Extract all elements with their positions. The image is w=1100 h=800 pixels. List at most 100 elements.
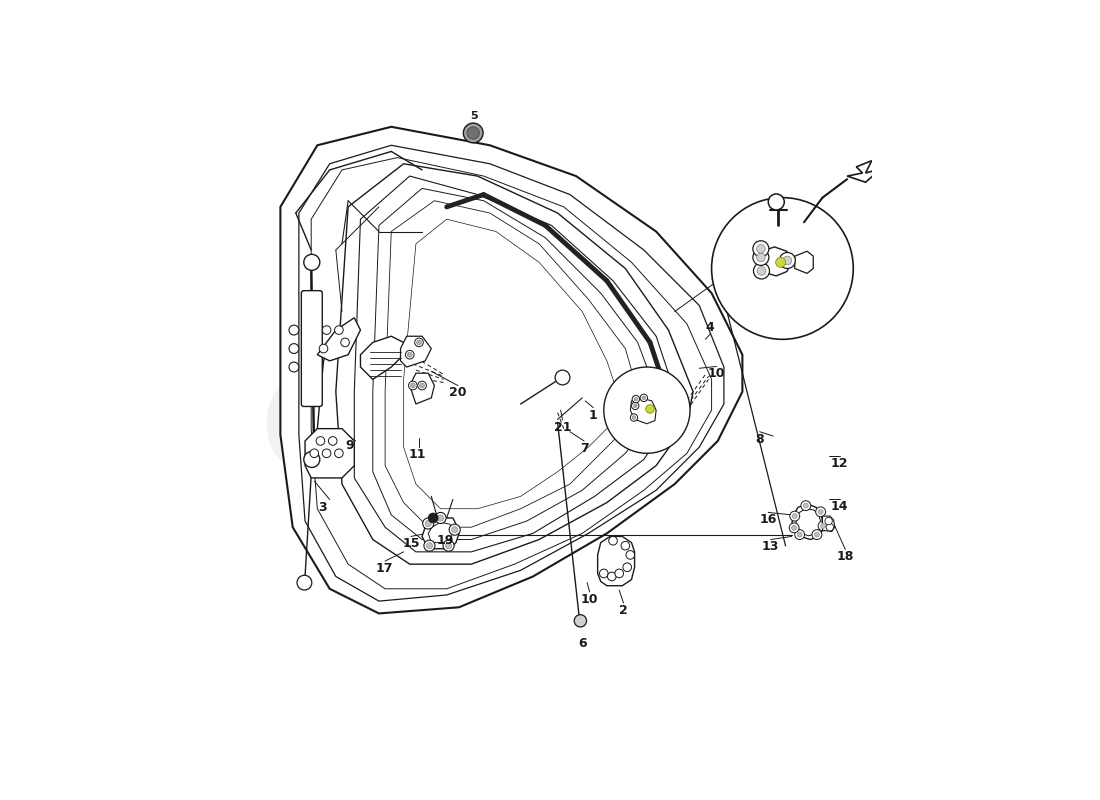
Circle shape <box>608 537 617 545</box>
Polygon shape <box>794 251 813 274</box>
Circle shape <box>341 338 350 346</box>
Circle shape <box>623 563 631 571</box>
Text: 17: 17 <box>375 562 393 575</box>
Circle shape <box>297 575 311 590</box>
Circle shape <box>289 362 299 372</box>
Polygon shape <box>847 161 881 182</box>
Polygon shape <box>422 518 459 549</box>
Polygon shape <box>792 504 824 539</box>
Circle shape <box>556 370 570 385</box>
Circle shape <box>446 542 452 549</box>
Circle shape <box>752 250 769 266</box>
Circle shape <box>712 198 854 339</box>
Circle shape <box>334 326 343 334</box>
Circle shape <box>632 416 636 419</box>
Circle shape <box>463 123 483 143</box>
Circle shape <box>428 513 438 523</box>
Circle shape <box>816 507 825 517</box>
Circle shape <box>801 501 811 510</box>
Polygon shape <box>305 429 354 478</box>
Text: 2: 2 <box>619 604 628 617</box>
Text: 11: 11 <box>408 448 426 461</box>
Polygon shape <box>823 516 835 531</box>
Circle shape <box>419 383 425 388</box>
Circle shape <box>418 382 427 390</box>
Circle shape <box>826 523 834 531</box>
Circle shape <box>304 451 320 467</box>
Circle shape <box>438 515 443 521</box>
Circle shape <box>789 523 799 533</box>
Circle shape <box>621 542 629 550</box>
Circle shape <box>790 511 800 521</box>
Circle shape <box>757 266 766 275</box>
Circle shape <box>443 540 454 551</box>
Circle shape <box>289 344 299 354</box>
Text: 9: 9 <box>345 439 354 452</box>
Circle shape <box>410 383 416 388</box>
Circle shape <box>783 256 792 265</box>
Circle shape <box>646 405 654 414</box>
Text: 20: 20 <box>449 386 466 399</box>
Circle shape <box>634 398 638 401</box>
Circle shape <box>434 513 447 523</box>
Circle shape <box>798 532 802 537</box>
Text: 8: 8 <box>756 433 764 446</box>
Circle shape <box>812 530 822 539</box>
Circle shape <box>776 258 785 267</box>
Circle shape <box>319 344 328 353</box>
Circle shape <box>417 340 421 345</box>
FancyBboxPatch shape <box>301 290 322 406</box>
Text: 5: 5 <box>470 110 477 121</box>
Circle shape <box>630 414 638 422</box>
Text: 21: 21 <box>553 421 571 434</box>
Circle shape <box>818 521 828 531</box>
Circle shape <box>468 127 480 139</box>
Text: 14: 14 <box>830 500 848 514</box>
Text: 1: 1 <box>588 409 597 422</box>
Text: 4: 4 <box>705 321 714 334</box>
Circle shape <box>642 396 646 400</box>
Circle shape <box>408 382 417 390</box>
Circle shape <box>757 245 766 253</box>
Circle shape <box>825 518 833 525</box>
Circle shape <box>310 449 319 458</box>
Text: 10: 10 <box>707 367 725 380</box>
Circle shape <box>821 523 826 529</box>
Circle shape <box>415 338 424 346</box>
Text: a passion for parts: a passion for parts <box>311 450 570 543</box>
Polygon shape <box>409 373 434 404</box>
Circle shape <box>615 569 624 578</box>
Circle shape <box>322 326 331 334</box>
Circle shape <box>407 352 412 357</box>
Circle shape <box>632 395 639 402</box>
Text: euro: euro <box>257 334 722 510</box>
Circle shape <box>422 518 433 529</box>
Circle shape <box>322 449 331 458</box>
Circle shape <box>574 614 586 627</box>
Circle shape <box>604 367 690 454</box>
Text: 18: 18 <box>837 550 854 563</box>
Circle shape <box>304 254 320 270</box>
Circle shape <box>626 550 635 559</box>
Circle shape <box>640 394 648 402</box>
Circle shape <box>754 263 770 279</box>
Circle shape <box>425 521 431 526</box>
Circle shape <box>792 514 798 518</box>
Circle shape <box>818 510 823 514</box>
Circle shape <box>427 542 432 549</box>
Circle shape <box>452 526 458 533</box>
Circle shape <box>814 532 820 537</box>
Text: 7: 7 <box>580 442 588 455</box>
Circle shape <box>600 569 608 578</box>
Circle shape <box>768 194 784 210</box>
Text: 10: 10 <box>581 593 598 606</box>
Polygon shape <box>758 247 792 276</box>
Polygon shape <box>317 318 361 361</box>
Circle shape <box>406 350 414 359</box>
Text: 16: 16 <box>760 514 777 526</box>
Polygon shape <box>597 537 635 586</box>
Circle shape <box>424 540 434 551</box>
Circle shape <box>329 437 337 446</box>
Circle shape <box>792 526 796 530</box>
Polygon shape <box>280 127 742 614</box>
